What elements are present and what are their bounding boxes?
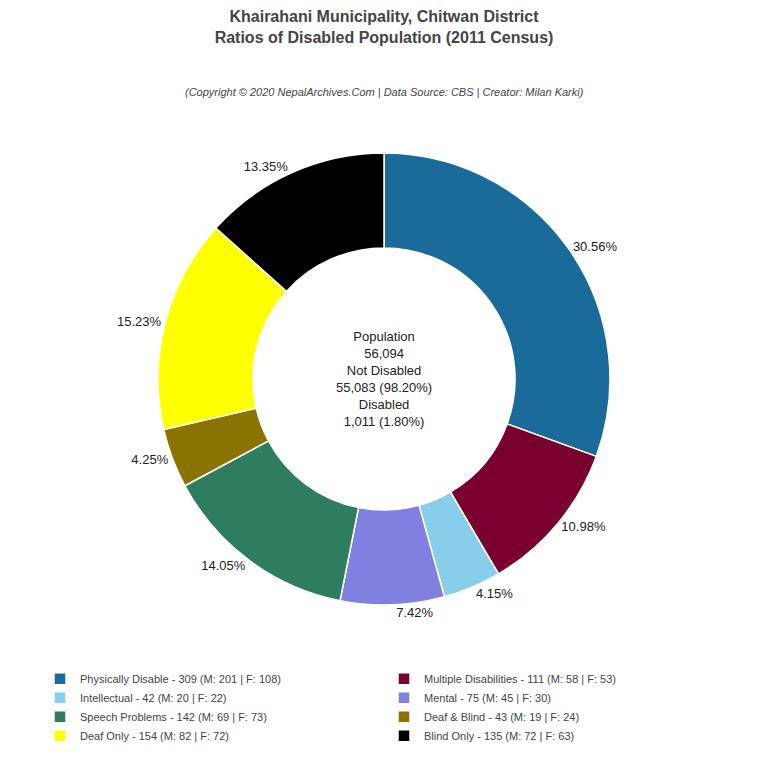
svg-text:7.42%: 7.42% xyxy=(396,605,433,620)
svg-text:Deaf Only - 154 (M: 82 | F: 72: Deaf Only - 154 (M: 82 | F: 72) xyxy=(80,730,229,742)
svg-text:Khairahani Municipality, Chitw: Khairahani Municipality, Chitwan Distric… xyxy=(215,8,554,46)
svg-text:Physically Disable - 309 (M: 2: Physically Disable - 309 (M: 201 | F: 10… xyxy=(80,673,281,685)
svg-text:30.56%: 30.56% xyxy=(573,239,618,254)
svg-text:(Copyright © 2020 NepalArchive: (Copyright © 2020 NepalArchives.Com | Da… xyxy=(185,86,584,98)
svg-text:Deaf & Blind - 43 (M: 19 | F:: Deaf & Blind - 43 (M: 19 | F: 24) xyxy=(424,711,579,723)
svg-text:Mental - 75 (M: 45 | F: 30): Mental - 75 (M: 45 | F: 30) xyxy=(424,692,551,704)
svg-text:4.15%: 4.15% xyxy=(476,586,513,601)
svg-text:4.25%: 4.25% xyxy=(131,452,168,467)
svg-text:10.98%: 10.98% xyxy=(561,519,606,534)
svg-text:Intellectual - 42 (M: 20 | F:: Intellectual - 42 (M: 20 | F: 22) xyxy=(80,692,227,704)
svg-text:15.23%: 15.23% xyxy=(117,314,162,329)
svg-text:Population56,094Not Disabled55: Population56,094Not Disabled55,083 (98.2… xyxy=(336,329,432,429)
svg-text:14.05%: 14.05% xyxy=(201,558,246,573)
svg-text:Multiple Disabilities - 111 (M: Multiple Disabilities - 111 (M: 58 | F: … xyxy=(424,673,616,685)
svg-text:Blind Only - 135 (M: 72 | F: 6: Blind Only - 135 (M: 72 | F: 63) xyxy=(424,730,574,742)
svg-text:Speech Problems - 142 (M: 69 |: Speech Problems - 142 (M: 69 | F: 73) xyxy=(80,711,267,723)
svg-text:13.35%: 13.35% xyxy=(244,159,289,174)
